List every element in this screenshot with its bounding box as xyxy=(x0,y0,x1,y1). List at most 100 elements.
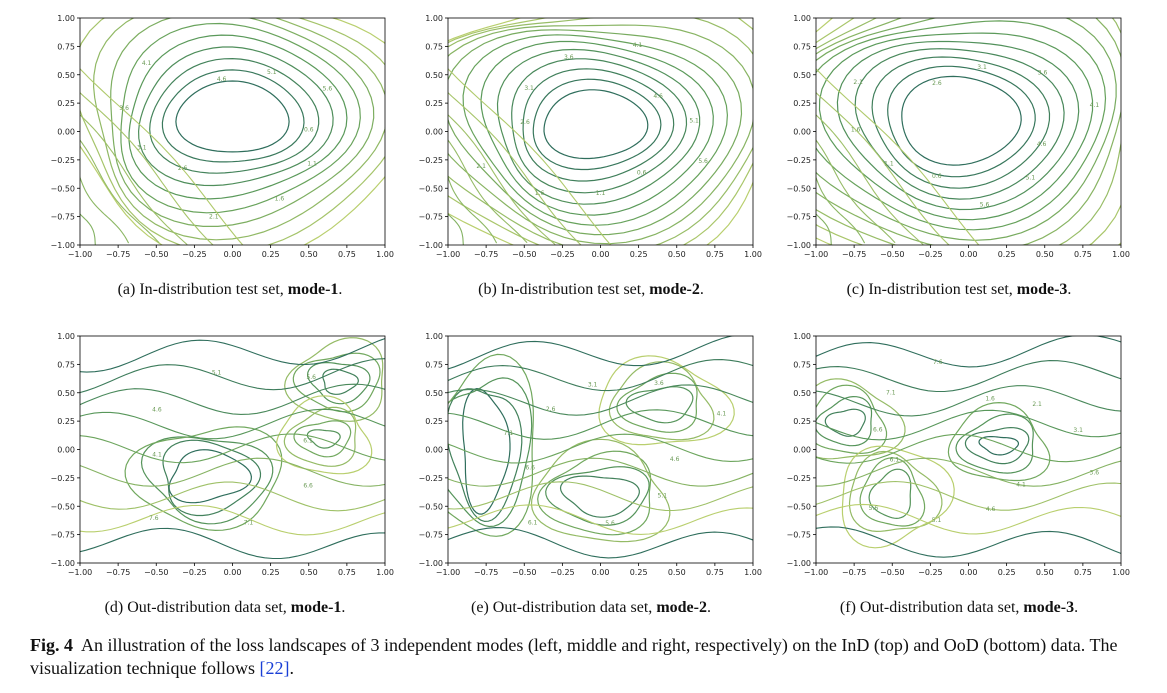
y-tick-label: −0.50 xyxy=(418,502,443,511)
contour-value-label: 1.6 xyxy=(985,396,995,403)
contour-plot-d: 4.1 4.6 5.1 5.6 6.1 6.6 7.1 7.6 −1.00−1.00 −0.75 −… xyxy=(50,332,393,577)
contour-value-label: 1.1 xyxy=(307,161,317,168)
contour-value-label: 4.1 xyxy=(717,410,727,417)
contour-line xyxy=(120,22,361,214)
x-tick-label: 1.00 xyxy=(744,568,762,577)
y-tick-label: −0.75 xyxy=(786,213,811,222)
contour-value-label: 2.1 xyxy=(476,163,486,170)
contour-line xyxy=(824,408,866,437)
y-tick-label: 0.00 xyxy=(425,446,443,455)
x-tick-label: 0.00 xyxy=(224,250,242,259)
x-tick-label: 0.00 xyxy=(592,568,610,577)
contour-value-label: 6.6 xyxy=(525,464,535,471)
y-tick-label: −0.50 xyxy=(418,184,443,193)
caption-d: (d) Out-distribution data set, mode-1. xyxy=(40,599,410,617)
x-tick-label: −0.75 xyxy=(106,568,131,577)
contour-value-label: 6.6 xyxy=(873,427,883,434)
contour-value-label: 5.6 xyxy=(605,520,615,527)
y-tick-label: −0.50 xyxy=(786,184,811,193)
contour-line xyxy=(868,468,912,520)
x-tick-label: −1.00 xyxy=(436,568,461,577)
contour-line xyxy=(816,213,832,245)
x-tick-label: −0.75 xyxy=(842,250,867,259)
contour-value-label: 3.6 xyxy=(564,54,574,61)
reference-link[interactable]: [22] xyxy=(259,658,290,678)
contour-line xyxy=(448,24,753,245)
y-tick-label: −1.00 xyxy=(50,559,75,568)
contour-line xyxy=(955,413,1034,474)
x-tick-label: −0.25 xyxy=(918,568,943,577)
caption-d-text: (d) Out-distribution data set, xyxy=(104,599,291,616)
y-tick-label: −0.75 xyxy=(418,531,443,540)
y-tick-label: 0.50 xyxy=(57,71,75,80)
y-tick-label: 0.00 xyxy=(793,446,811,455)
x-tick-label: −1.00 xyxy=(804,568,829,577)
y-tick-label: 1.00 xyxy=(793,332,811,341)
contour-line xyxy=(816,114,924,245)
caption-b: (b) In-distribution test set, mode-2. xyxy=(406,281,776,299)
contour-line xyxy=(448,67,612,245)
contour-value-label: 0.6 xyxy=(304,127,314,134)
contour-line xyxy=(80,18,385,245)
caption-f-mode: mode-3 xyxy=(1023,599,1075,616)
contour-line xyxy=(816,336,1121,368)
y-tick-label: −0.75 xyxy=(50,531,75,540)
contour-line xyxy=(448,213,464,245)
contour-line xyxy=(80,175,130,244)
contour-line xyxy=(559,475,640,518)
contour-line xyxy=(887,65,1036,178)
contour-value-label: 5.1 xyxy=(932,517,942,524)
y-tick-label: 0.50 xyxy=(57,389,75,398)
contour-line xyxy=(137,46,334,187)
contour-value-label: 4.6 xyxy=(152,407,162,414)
x-tick-label: 0.75 xyxy=(338,250,356,259)
contour-line xyxy=(322,368,359,395)
contour-line xyxy=(448,353,534,537)
contour-lines xyxy=(816,18,1121,245)
contour-value-label: 3.1 xyxy=(137,144,147,151)
y-tick-label: 0.75 xyxy=(425,42,443,51)
y-tick-label: −1.00 xyxy=(786,559,811,568)
x-tick-label: 0.50 xyxy=(300,250,318,259)
x-tick-label: 0.25 xyxy=(998,568,1016,577)
y-tick-label: 0.50 xyxy=(425,389,443,398)
x-tick-label: 1.00 xyxy=(376,250,394,259)
contour-line xyxy=(545,466,650,526)
contour-line xyxy=(543,89,649,160)
contour-line xyxy=(80,383,385,415)
x-tick-label: −0.25 xyxy=(182,250,207,259)
contour-line xyxy=(80,18,385,245)
contour-line xyxy=(293,420,352,458)
contour-value-label: 3.1 xyxy=(1073,427,1083,434)
y-tick-label: 0.75 xyxy=(793,42,811,51)
caption-f-text: (f) Out-distribution data set, xyxy=(839,599,1024,616)
figure-caption: Fig. 4 An illustration of the loss lands… xyxy=(30,634,1155,680)
contour-line xyxy=(836,40,1080,211)
contour-line xyxy=(80,481,385,512)
contour-value-label: 0.6 xyxy=(932,173,942,180)
contour-line xyxy=(80,504,385,536)
contour-line xyxy=(448,359,753,392)
contour-plot-e: 2.6 3.1 3.6 4.1 4.6 5.1 5.6 6.1 6.6 7.1 −1.00−1.00… xyxy=(418,332,762,577)
contour-value-label: 5.6 xyxy=(306,374,316,381)
contour-line xyxy=(854,48,1065,200)
panel-e: 2.6 3.1 3.6 4.1 4.6 5.1 5.6 6.1 6.6 7.1 −1.00 −1.00… xyxy=(398,328,768,588)
y-tick-label: 1.00 xyxy=(57,14,75,23)
contour-line xyxy=(496,48,701,205)
x-tick-label: −0.25 xyxy=(550,250,575,259)
contour-line xyxy=(532,78,662,171)
contour-line xyxy=(292,352,381,413)
y-tick-label: 0.50 xyxy=(793,389,811,398)
contour-line xyxy=(816,384,888,455)
y-tick-label: −0.25 xyxy=(50,474,75,483)
y-tick-label: 1.00 xyxy=(793,14,811,23)
contour-line xyxy=(816,18,1121,245)
x-tick-label: −0.50 xyxy=(512,568,537,577)
x-tick-label: 0.00 xyxy=(592,250,610,259)
y-tick-label: 1.00 xyxy=(425,332,443,341)
contour-line xyxy=(162,439,262,517)
contour-line xyxy=(871,56,1051,189)
contour-value-label: 6.1 xyxy=(528,520,538,527)
x-tick-label: 0.25 xyxy=(630,568,648,577)
caption-c-text: (c) In-distribution test set, xyxy=(846,281,1017,298)
